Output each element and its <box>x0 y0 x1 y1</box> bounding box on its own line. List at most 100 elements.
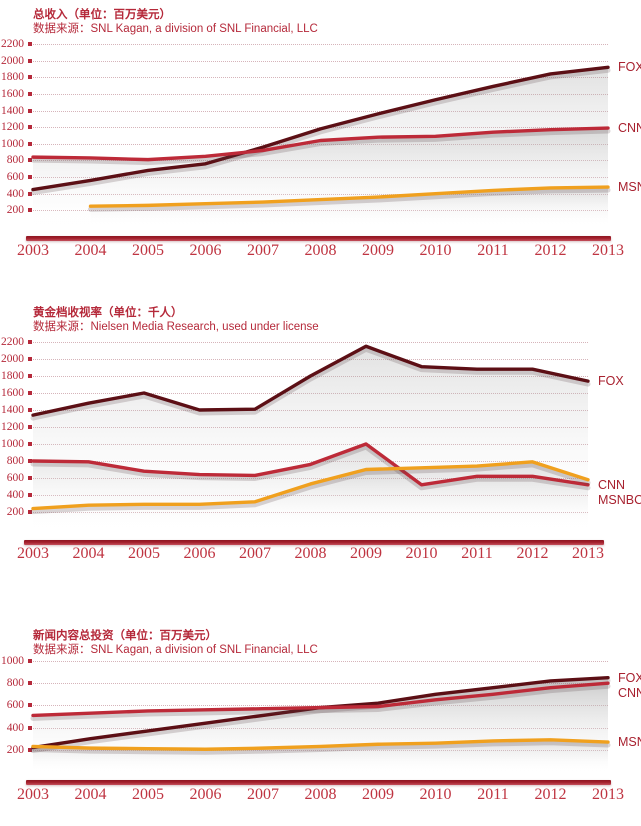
series-line-fox[interactable] <box>31 65 610 192</box>
y-axis-tick <box>28 510 32 514</box>
y-axis-tick <box>28 42 32 46</box>
y-axis-label: 1800 <box>1 71 24 84</box>
y-axis-tick <box>28 408 32 412</box>
y-axis-tick <box>28 442 32 446</box>
series-line-cnn[interactable] <box>31 442 590 487</box>
gridline <box>33 60 608 62</box>
series-label-cnn: CNN <box>618 121 641 135</box>
series-line-shadow <box>30 683 611 721</box>
chart-panel-revenue: 总收入（单位：百万美元） 数据来源：SNL Kagan, a division … <box>0 0 641 275</box>
x-axis-label: 2013 <box>592 242 624 259</box>
series-label-cnn: CNN <box>618 685 641 700</box>
series-line-cnn[interactable] <box>31 126 610 162</box>
y-axis-tick <box>28 703 32 708</box>
x-axis-label: 2007 <box>247 242 279 259</box>
series-line-shadow <box>88 187 611 212</box>
series-line-msnbc[interactable] <box>88 185 610 208</box>
y-axis-tick <box>28 340 32 344</box>
x-axis-bar-1 <box>26 236 611 241</box>
series-label-fox: FOX <box>618 670 641 685</box>
series-label-fox: FOX <box>598 374 624 389</box>
y-axis-label: 2200 <box>1 38 24 50</box>
x-axis-label: 2003 <box>17 786 49 803</box>
series-label-msnbc: MSNBC <box>598 492 641 507</box>
y-axis-tick <box>28 158 32 163</box>
series-lines <box>30 675 611 772</box>
x-axis-label: 2010 <box>419 242 452 259</box>
y-axis-label: 2000 <box>1 54 24 67</box>
series-label-msnbc: MSNBC <box>618 735 641 750</box>
series-line-shadow <box>30 444 591 491</box>
chart-title: 总收入（单位：百万美元） <box>33 9 171 21</box>
y-axis-label: 1000 <box>1 137 24 150</box>
gridline <box>33 705 608 707</box>
y-axis-label: 200 <box>6 506 24 518</box>
y-axis-label: 2200 <box>1 336 24 348</box>
gridline <box>33 110 608 112</box>
y-axis-tick <box>28 425 32 429</box>
y-axis-tick <box>28 175 32 180</box>
y-axis-label: 800 <box>6 455 24 467</box>
series-line-shadow <box>30 67 611 196</box>
series-lines <box>30 344 591 529</box>
series-line-shadow <box>30 678 611 754</box>
chart-title: 黄金档收视率（单位：千人） <box>33 307 183 319</box>
x-axis-label: 2008 <box>294 545 327 562</box>
x-axis-label: 2008 <box>304 786 337 803</box>
series-line-cnn[interactable] <box>31 681 610 718</box>
series-shadow-area <box>90 187 608 227</box>
x-axis-bar-3 <box>26 780 611 785</box>
y-axis-label: 2000 <box>1 353 24 365</box>
chart-title-block-2: 黄金档收视率（单位：千人） 数据来源：Nielsen Media Researc… <box>33 306 319 335</box>
x-axis-label: 2006 <box>189 242 222 259</box>
gridline <box>33 661 608 662</box>
chart-title-block-3: 新闻内容总投资（单位：百万美元） 数据来源：SNL Kagan, a divis… <box>33 629 318 658</box>
y-axis-label: 600 <box>6 171 24 184</box>
x-axis-label: 2013 <box>592 786 624 803</box>
gridline <box>33 683 608 685</box>
x-axis-label: 2007 <box>239 545 271 562</box>
y-axis-label: 400 <box>6 489 24 501</box>
y-axis-tick <box>28 208 32 213</box>
y-axis-tick <box>28 747 32 752</box>
gridline <box>33 77 608 79</box>
series-shadow-area <box>33 739 608 772</box>
series-line-shadow <box>30 346 591 421</box>
y-axis-tick <box>28 357 32 361</box>
series-line-msnbc[interactable] <box>31 738 610 751</box>
x-axis-labels-2: 2003 2004 2005 2006 2007 2008 2009 2010 2011 2012… <box>17 545 604 569</box>
x-axis-label: 2011 <box>461 545 493 562</box>
x-axis-label: 2013 <box>572 545 604 562</box>
plot-area-1: 2200 2000 1800 1600 1400 1200 1000 800 600 400 200… <box>1 38 641 227</box>
x-axis-label: 2012 <box>534 242 567 259</box>
series-line-shadow <box>30 740 611 755</box>
x-axis-label: 2011 <box>477 786 509 803</box>
x-axis-label: 2012 <box>534 786 567 803</box>
y-axis-label: 1600 <box>1 87 24 100</box>
y-axis-label: 400 <box>6 187 24 200</box>
series-line-msnbc[interactable] <box>31 460 590 511</box>
x-axis-label: 2012 <box>516 545 549 562</box>
x-axis-label: 2004 <box>74 786 107 803</box>
x-axis-label: 2006 <box>189 786 222 803</box>
series-label-msnbc: MSNBC <box>618 180 641 195</box>
x-axis-labels-3: 2003 2004 2005 2006 2007 2008 2009 2010 2011 2012… <box>17 786 624 810</box>
y-axis-label: 1600 <box>1 387 24 399</box>
chart-title-block-1: 总收入（单位：百万美元） 数据来源：SNL Kagan, a division … <box>33 8 318 37</box>
y-axis-tick <box>28 125 32 130</box>
chart-panel-newsinvestment: 新闻内容总投资（单位：百万美元） 数据来源：SNL Kagan, a divis… <box>0 625 641 826</box>
x-axis-labels-1: 2003 2004 2005 2006 2007 2008 2009 2010 2011 2012… <box>17 242 624 266</box>
y-axis-tick <box>28 459 32 463</box>
y-axis-tick <box>28 75 32 80</box>
y-axis-tick <box>28 108 32 113</box>
chart-source: 数据来源：SNL Kagan, a division of SNL Financ… <box>33 644 318 657</box>
y-axis-label: 1400 <box>1 404 24 416</box>
series-line-fox[interactable] <box>31 344 590 417</box>
x-axis-label: 2006 <box>183 545 216 562</box>
x-axis-label: 2004 <box>74 242 107 259</box>
y-axis-label: 800 <box>6 677 24 690</box>
x-axis-label: 2008 <box>304 242 337 259</box>
y-axis-label: 1800 <box>1 370 24 382</box>
